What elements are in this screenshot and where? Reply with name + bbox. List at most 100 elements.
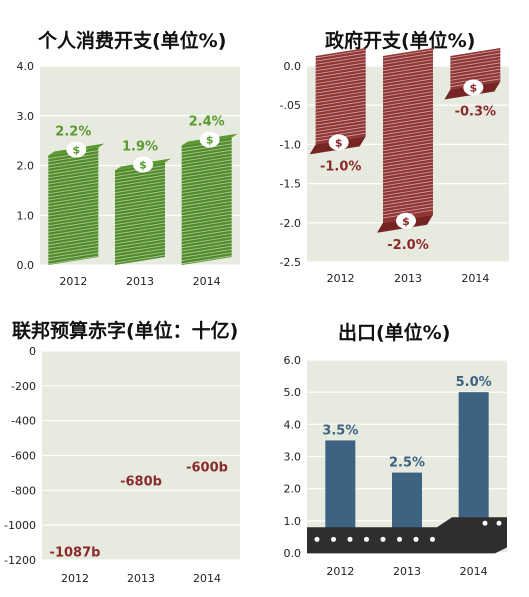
- y-tick-label: -2.0: [280, 217, 301, 230]
- bill-edge: [382, 56, 434, 65]
- bill-edge: [114, 229, 166, 238]
- x-tick-label: 2012: [59, 275, 87, 288]
- bill-edge: [114, 193, 166, 203]
- y-tick-label: 0: [29, 345, 36, 358]
- bill-edge: [48, 162, 99, 172]
- bill-edge: [382, 129, 434, 139]
- panel-consumer-spending: 个人消费开支(单位%) 0.0 1.0 2.0 3.0 4.0 2012 2013 2014 $…: [0, 0, 265, 298]
- y-tick-label: -400: [11, 415, 36, 428]
- bill-edge: [48, 223, 99, 233]
- bill-edge: [181, 153, 232, 162]
- bill-edge: [48, 166, 99, 175]
- y-tick-label: -1.0: [280, 138, 301, 151]
- bill-edge: [382, 168, 434, 177]
- bill-edge: [382, 49, 434, 59]
- bill-edge: [382, 142, 434, 152]
- bill-edge: [315, 56, 366, 65]
- x-tick-label: 2013: [394, 272, 422, 285]
- bill-edge: [181, 185, 232, 194]
- bill-edge: [315, 100, 366, 110]
- bill-edge: [114, 181, 166, 190]
- bill-edge: [382, 145, 434, 155]
- bill-edge: [315, 88, 366, 97]
- bill-edge: [48, 185, 99, 195]
- bill-edge: [450, 72, 501, 81]
- bill-edge: [315, 97, 366, 107]
- porthole-icon: [482, 520, 488, 526]
- bill-seal: [133, 156, 153, 173]
- bill-edge: [114, 200, 166, 210]
- data-label: -680b: [120, 474, 162, 489]
- bill-edge: [450, 65, 501, 75]
- bill-edge: [181, 165, 232, 175]
- bill-edge: [48, 252, 99, 262]
- data-label: 2.4%: [189, 115, 225, 130]
- bill-edge: [181, 213, 232, 223]
- porthole-icon: [347, 536, 353, 542]
- bill-edge: [48, 175, 99, 185]
- bill-edge: [382, 110, 434, 120]
- x-tick-label: 2014: [193, 275, 221, 288]
- porthole-icon: [380, 536, 386, 542]
- porthole-icon: [364, 536, 369, 542]
- bar-front: [383, 48, 433, 223]
- bill-edge: [382, 72, 434, 81]
- bill-edge: [48, 159, 99, 169]
- x-tick-label: 2014: [460, 565, 488, 578]
- bill-edge: [382, 84, 434, 94]
- bill-edge: [382, 148, 434, 158]
- bill-edge: [114, 219, 166, 229]
- bill-edge: [181, 204, 232, 213]
- data-label: 1.9%: [122, 139, 158, 154]
- bill-edge: [382, 200, 434, 209]
- bill-edge: [382, 190, 434, 200]
- bill-edge: [181, 169, 232, 178]
- data-label: 2.2%: [55, 125, 91, 140]
- bill-edge: [181, 233, 232, 242]
- bill-edge: [382, 91, 434, 100]
- bill-edge: [315, 129, 366, 139]
- bill-edge: [315, 49, 366, 59]
- bill-edge: [382, 203, 434, 212]
- bill-edge: [48, 201, 99, 211]
- bill-edge: [315, 52, 366, 62]
- bill-edge: [48, 178, 99, 188]
- bill-edge: [315, 81, 366, 91]
- bill-edge: [181, 143, 232, 153]
- bill-edge: [382, 152, 434, 161]
- bill-edge: [382, 196, 434, 206]
- data-label: -1.0%: [320, 159, 361, 174]
- bill-edge: [48, 217, 99, 227]
- x-tick-label: 2012: [327, 272, 355, 285]
- dollar-bill-icon: $: [463, 79, 484, 96]
- bill-edge: [114, 184, 166, 194]
- bill-edge: [181, 194, 232, 204]
- bill-edge: [181, 181, 232, 191]
- bill-edge: [382, 164, 434, 174]
- bill-edge: [114, 225, 166, 235]
- bill-edge: [48, 182, 99, 191]
- bill-edge: [315, 91, 366, 100]
- bill-edge: [382, 100, 434, 110]
- bill-seal: [199, 131, 220, 148]
- bill-edge: [181, 159, 232, 169]
- y-tick-label: 1.0: [17, 209, 35, 222]
- porthole-icon: [430, 536, 435, 542]
- bill-edge: [315, 59, 366, 68]
- y-tick-label: 4.0: [284, 418, 302, 431]
- bill-edge: [48, 239, 99, 249]
- bill-edge: [114, 235, 166, 245]
- bill-edge: [114, 245, 166, 254]
- bill-edge: [315, 72, 366, 81]
- bill-edge: [181, 162, 232, 172]
- bill-edge: [450, 75, 501, 84]
- bill-edge: [181, 255, 232, 265]
- bill-edge: [382, 139, 434, 148]
- bill-edge: [48, 169, 99, 179]
- y-tick-label: -.05: [280, 99, 301, 112]
- y-tick-label: -1200: [4, 554, 36, 567]
- government-spending-chart: 0.0 -.05 -1.0 -1.5 -2.0 -2.5 2012 2013 2014 $ -1.0…: [280, 48, 509, 285]
- bill-edge: [114, 216, 166, 226]
- bill-edge: [382, 88, 434, 97]
- bill-seal: [463, 79, 484, 96]
